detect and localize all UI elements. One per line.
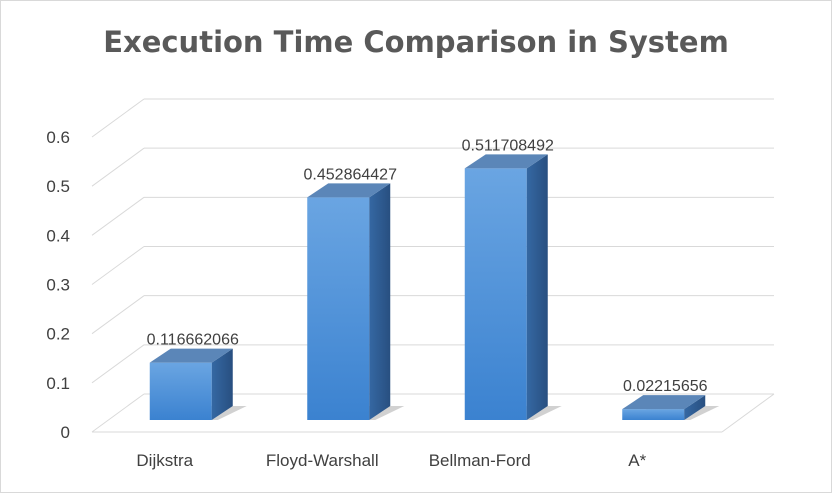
y-tick-label: 0.6 [46, 128, 70, 147]
data-label: 0.02215656 [623, 378, 708, 395]
bar-0 [149, 348, 247, 420]
bars [149, 154, 720, 421]
data-label: 0.116662066 [147, 332, 239, 349]
x-category-label: Floyd-Warshall [266, 451, 379, 470]
x-category-label: Bellman-Ford [429, 451, 531, 470]
y-tick-label: 0.1 [46, 374, 70, 393]
data-label: 0.511708492 [462, 137, 554, 154]
bar-3 [622, 395, 720, 420]
bar-top [464, 154, 548, 169]
y-axis-ticks: 0 0.1 0.2 0.3 0.4 0.5 0.6 [46, 128, 70, 442]
floor-side-edge [721, 393, 775, 433]
chart-title: Execution Time Comparison in System [103, 25, 729, 59]
data-labels: 0.116662066 0.452864427 0.511708492 0.02215… [147, 137, 708, 395]
bar-side [369, 183, 391, 420]
x-axis-categories: Dijkstra Floyd-Warshall Bellman-Ford A* [136, 451, 646, 470]
bar-1 [307, 183, 405, 420]
bar-2 [464, 154, 562, 421]
gridline-diagonal [91, 98, 145, 138]
y-tick-label: 0.4 [46, 226, 70, 245]
x-category-label: A* [628, 451, 646, 470]
y-tick-label: 0.2 [46, 325, 70, 344]
gridlines [91, 98, 775, 433]
gridline-diagonal [91, 246, 145, 285]
data-label: 0.452864427 [304, 166, 398, 183]
bar-front [307, 197, 370, 420]
y-tick-label: 0.3 [46, 276, 70, 295]
gridline-diagonal [91, 393, 145, 433]
gridline-diagonal [91, 295, 145, 335]
bar-side [211, 348, 233, 420]
bar-front [149, 362, 212, 420]
y-tick-label: 0.5 [46, 177, 70, 196]
bar-side [526, 154, 548, 421]
bar-top [622, 395, 706, 410]
bar-front [464, 168, 527, 420]
gridline-diagonal [91, 147, 145, 187]
bar-top [307, 183, 391, 198]
x-category-label: Dijkstra [136, 451, 193, 470]
bar-top [149, 348, 233, 363]
gridline-diagonal [91, 196, 145, 236]
bar-side [684, 395, 706, 420]
bar-front [622, 409, 685, 420]
gridline-diagonal [91, 344, 145, 384]
y-tick-label: 0 [61, 423, 70, 442]
